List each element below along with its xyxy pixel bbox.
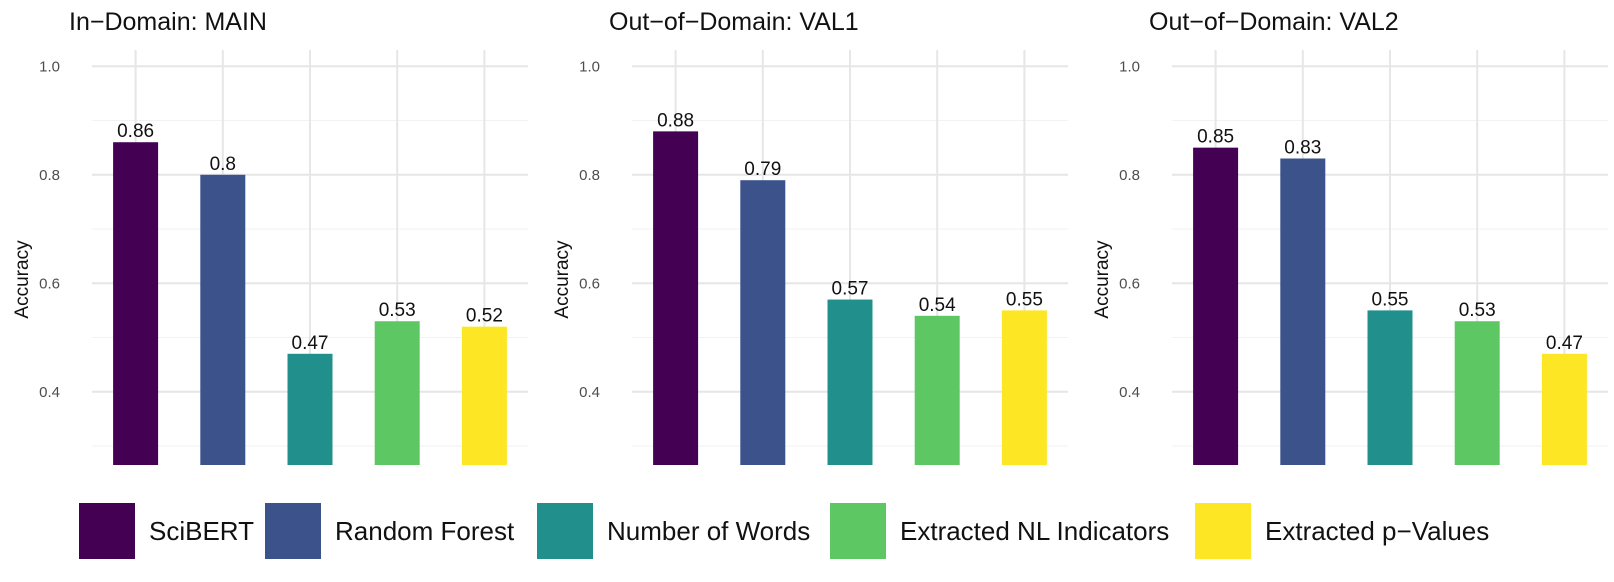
- bar-1: [653, 131, 699, 465]
- y-tick-label: 0.8: [1119, 167, 1140, 184]
- bar-1: [113, 142, 159, 465]
- chart-panel-2: 0.4 0.6 0.8 1.0 Accuracy Out−of−Domain: VAL1 0…: [552, 8, 1068, 465]
- chart-title: Out−of−Domain: VAL2: [1149, 8, 1399, 36]
- y-tick-label: 0.6: [39, 275, 60, 292]
- legend-item: Extracted NL Indicators: [830, 502, 1169, 560]
- y-axis-title: Accuracy: [12, 240, 33, 319]
- legend-item: Extracted p−Values: [1195, 502, 1489, 560]
- bar-2: [1280, 158, 1326, 465]
- bar-1: [1193, 147, 1239, 465]
- legend-swatch: [830, 503, 886, 559]
- legend-swatch: [265, 503, 321, 559]
- bar-2: [740, 180, 786, 465]
- y-tick-label: 1.0: [579, 58, 600, 75]
- chart-title: In−Domain: MAIN: [69, 8, 267, 36]
- bar-value-label: 0.86: [117, 121, 154, 142]
- legend-item: Number of Words: [537, 502, 810, 560]
- bar-value-label: 0.55: [1372, 289, 1409, 310]
- bar-3: [1367, 310, 1413, 465]
- legend: SciBERT Random Forest Number of Words Extra…: [0, 502, 1614, 574]
- bar-4: [914, 315, 960, 465]
- y-tick-label: 0.8: [579, 167, 600, 184]
- y-tick-label: 0.4: [39, 384, 60, 401]
- bar-4: [1454, 321, 1500, 465]
- bar-5: [461, 326, 507, 465]
- y-tick-label: 0.4: [579, 384, 600, 401]
- bar-value-label: 0.79: [744, 159, 781, 180]
- legend-label: Extracted p−Values: [1265, 515, 1490, 546]
- bar-value-label: 0.53: [379, 300, 416, 321]
- legend-label: Random Forest: [335, 515, 515, 546]
- legend-item: Random Forest: [265, 502, 514, 560]
- y-tick-label: 1.0: [1119, 58, 1140, 75]
- chart-title: Out−of−Domain: VAL1: [609, 8, 859, 36]
- y-tick-label: 0.4: [1119, 384, 1140, 401]
- y-axis-title: Accuracy: [1092, 240, 1113, 319]
- y-tick-label: 0.6: [1119, 275, 1140, 292]
- legend-swatch: [1195, 503, 1251, 559]
- bar-value-label: 0.47: [292, 333, 329, 354]
- chart-panel-3: 0.4 0.6 0.8 1.0 Accuracy Out−of−Domain: VAL2 0…: [1092, 8, 1608, 465]
- bar-value-label: 0.47: [1546, 333, 1583, 354]
- bar-3: [827, 299, 873, 465]
- legend-swatch: [79, 503, 135, 559]
- bar-value-label: 0.88: [657, 110, 694, 131]
- y-axis-title: Accuracy: [552, 240, 573, 319]
- y-tick-label: 0.8: [39, 167, 60, 184]
- bar-5: [1541, 353, 1587, 465]
- bar-5: [1001, 310, 1047, 465]
- bar-value-label: 0.55: [1006, 289, 1043, 310]
- y-tick-label: 0.6: [579, 275, 600, 292]
- bar-charts: 0.4 0.6 0.8 1.0 Accuracy In−Domain: MAIN 0.86 0…: [12, 8, 1608, 465]
- legend-item: SciBERT: [79, 502, 254, 560]
- bar-2: [200, 174, 246, 465]
- legend-label: SciBERT: [149, 515, 254, 546]
- bar-value-label: 0.53: [1459, 300, 1496, 321]
- chart-panel-1: 0.4 0.6 0.8 1.0 Accuracy In−Domain: MAIN 0.86 0…: [12, 8, 528, 465]
- bar-value-label: 0.52: [466, 306, 503, 327]
- bar-3: [287, 353, 333, 465]
- bar-value-label: 0.54: [919, 295, 956, 316]
- bar-value-label: 0.8: [210, 154, 236, 175]
- bar-4: [374, 321, 420, 465]
- y-tick-label: 1.0: [39, 58, 60, 75]
- bar-value-label: 0.85: [1197, 127, 1234, 148]
- legend-swatch: [537, 503, 593, 559]
- bar-value-label: 0.57: [832, 279, 869, 300]
- bar-value-label: 0.83: [1284, 137, 1321, 158]
- legend-label: Extracted NL Indicators: [900, 515, 1170, 546]
- legend-label: Number of Words: [607, 515, 811, 546]
